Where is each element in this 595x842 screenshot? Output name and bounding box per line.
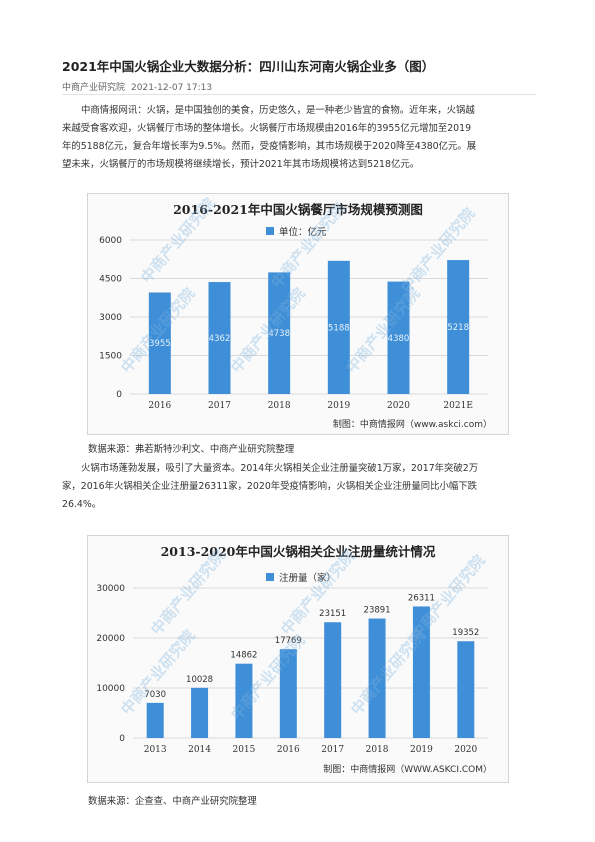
y-tick-label: 1500 bbox=[99, 352, 122, 362]
data-label: 26311 bbox=[408, 593, 435, 603]
y-tick-label: 4500 bbox=[99, 275, 122, 285]
legend-label: 注册量（家） bbox=[279, 572, 336, 584]
x-tick-label: 2018 bbox=[366, 745, 389, 755]
data-label: 14862 bbox=[230, 651, 257, 661]
watermark-text: 中商产业研究院 bbox=[277, 547, 358, 639]
x-tick-label: 2017 bbox=[321, 745, 344, 755]
data-label: 17769 bbox=[275, 636, 302, 646]
legend-swatch bbox=[266, 573, 274, 581]
paragraph-registrations: 火锅市场蓬勃发展，吸引了大量资本。2014年火锅相关企业注册量突破1万家，201… bbox=[62, 460, 536, 514]
data-label: 4380 bbox=[388, 334, 410, 344]
legend-swatch bbox=[266, 227, 274, 235]
chart-credit: 制图：中商情报网（www.askci.com） bbox=[333, 418, 492, 430]
article-title: 2021年中国火锅企业大数据分析：四川山东河南火锅企业多（图） bbox=[62, 59, 435, 74]
bar bbox=[191, 687, 209, 738]
chart-title: 2016-2021年中国火锅餐厅市场规模预测图 bbox=[173, 202, 423, 217]
y-tick-label: 30000 bbox=[96, 584, 125, 594]
data-label: 4362 bbox=[209, 334, 231, 344]
data-label: 4738 bbox=[268, 329, 290, 339]
y-tick-label: 6000 bbox=[99, 236, 122, 246]
article-date: 2021-12-07 17:13 bbox=[131, 83, 213, 93]
chart-registrations: 2013-2020年中国火锅相关企业注册量统计情况注册量（家） 0 10000 200… bbox=[87, 535, 509, 783]
bar bbox=[279, 649, 297, 738]
x-tick-label: 2014 bbox=[188, 745, 211, 755]
chart-credit: 制图：中商情报网（WWW.ASKCI.COM） bbox=[323, 763, 492, 775]
x-tick-label: 2016 bbox=[277, 745, 300, 755]
bar bbox=[387, 281, 410, 394]
legend-label: 单位：亿元 bbox=[279, 226, 327, 238]
y-tick-label: 0 bbox=[119, 734, 125, 744]
x-tick-label: 2019 bbox=[410, 745, 433, 755]
paragraph-line: 火锅市场蓬勃发展，吸引了大量资本。2014年火锅相关企业注册量突破1万家，201… bbox=[81, 463, 479, 474]
x-tick-label: 2021E bbox=[443, 401, 472, 411]
x-tick-label: 2017 bbox=[208, 401, 231, 411]
data-label: 5218 bbox=[447, 323, 469, 333]
bar bbox=[235, 663, 253, 738]
paragraph-line: 26.4%。 bbox=[62, 499, 102, 510]
bar bbox=[146, 702, 164, 738]
y-tick-label: 20000 bbox=[96, 634, 125, 644]
watermark-text: 中商产业研究院 bbox=[227, 285, 308, 377]
data-label: 7030 bbox=[144, 690, 166, 700]
paragraph-line: 望未来，火锅餐厅的市场规模将继续增长，预计2021年其市场规模将达到5218亿元… bbox=[62, 159, 420, 170]
data-label: 3955 bbox=[149, 339, 171, 349]
y-tick-label: 10000 bbox=[96, 684, 125, 694]
data-source-1: 数据来源：弗若斯特沙利文、中商产业研究院整理 bbox=[88, 444, 295, 455]
x-tick-label: 2018 bbox=[268, 401, 291, 411]
paragraph-line: 中商情报网讯：火锅，是中国独创的美食，历史悠久，是一种老少皆宜的食物。近年来，火… bbox=[81, 105, 475, 116]
x-tick-label: 2016 bbox=[148, 401, 171, 411]
x-tick-label: 2013 bbox=[144, 745, 167, 755]
data-label: 23891 bbox=[364, 606, 391, 616]
bar bbox=[324, 622, 342, 738]
bar bbox=[447, 260, 470, 394]
paragraph-market-size: 中商情报网讯：火锅，是中国独创的美食，历史悠久，是一种老少皆宜的食物。近年来，火… bbox=[62, 102, 536, 174]
bar bbox=[208, 282, 231, 394]
data-label: 5188 bbox=[328, 323, 350, 333]
bar bbox=[148, 292, 171, 394]
x-tick-label: 2020 bbox=[387, 401, 410, 411]
paragraph-line: 年的5188亿元，复合年增长率为9.5%。然而，受疫情影响，其市场规模于2020… bbox=[62, 141, 477, 152]
paragraph-line: 来越受食客欢迎，火锅餐厅市场的整体增长。火锅餐厅市场规模由2016年的3955亿… bbox=[62, 123, 472, 134]
chart-title: 2013-2020年中国火锅相关企业注册量统计情况 bbox=[161, 544, 436, 559]
paragraph-line: 家，2016年火锅相关企业注册量26311家，2020年受疫情影响，火锅相关企业… bbox=[62, 481, 478, 492]
data-source-2: 数据来源：企查查、中商产业研究院整理 bbox=[88, 796, 257, 807]
data-label: 19352 bbox=[452, 628, 479, 638]
bar bbox=[327, 260, 350, 394]
bar bbox=[268, 272, 291, 394]
chart-market-size: 2016-2021年中国火锅餐厅市场规模预测图单位：亿元 0 1500 3000 450… bbox=[87, 193, 509, 435]
article-source[interactable]: 中商产业研究院 bbox=[62, 83, 126, 93]
data-label: 10028 bbox=[186, 675, 213, 685]
x-tick-label: 2019 bbox=[327, 401, 350, 411]
article-meta: 中商产业研究院 2021-12-07 17:13 bbox=[62, 80, 212, 93]
watermark-text: 中商产业研究院 bbox=[147, 547, 228, 639]
title-divider bbox=[62, 94, 536, 95]
y-tick-label: 3000 bbox=[99, 313, 122, 323]
bar bbox=[457, 641, 475, 738]
watermark-text: 中商产业研究院 bbox=[342, 285, 423, 377]
bar bbox=[368, 618, 386, 738]
y-tick-label: 0 bbox=[116, 390, 122, 400]
data-label: 23151 bbox=[319, 609, 346, 619]
x-tick-label: 2020 bbox=[454, 745, 477, 755]
x-tick-label: 2015 bbox=[232, 745, 255, 755]
bar bbox=[412, 606, 430, 738]
